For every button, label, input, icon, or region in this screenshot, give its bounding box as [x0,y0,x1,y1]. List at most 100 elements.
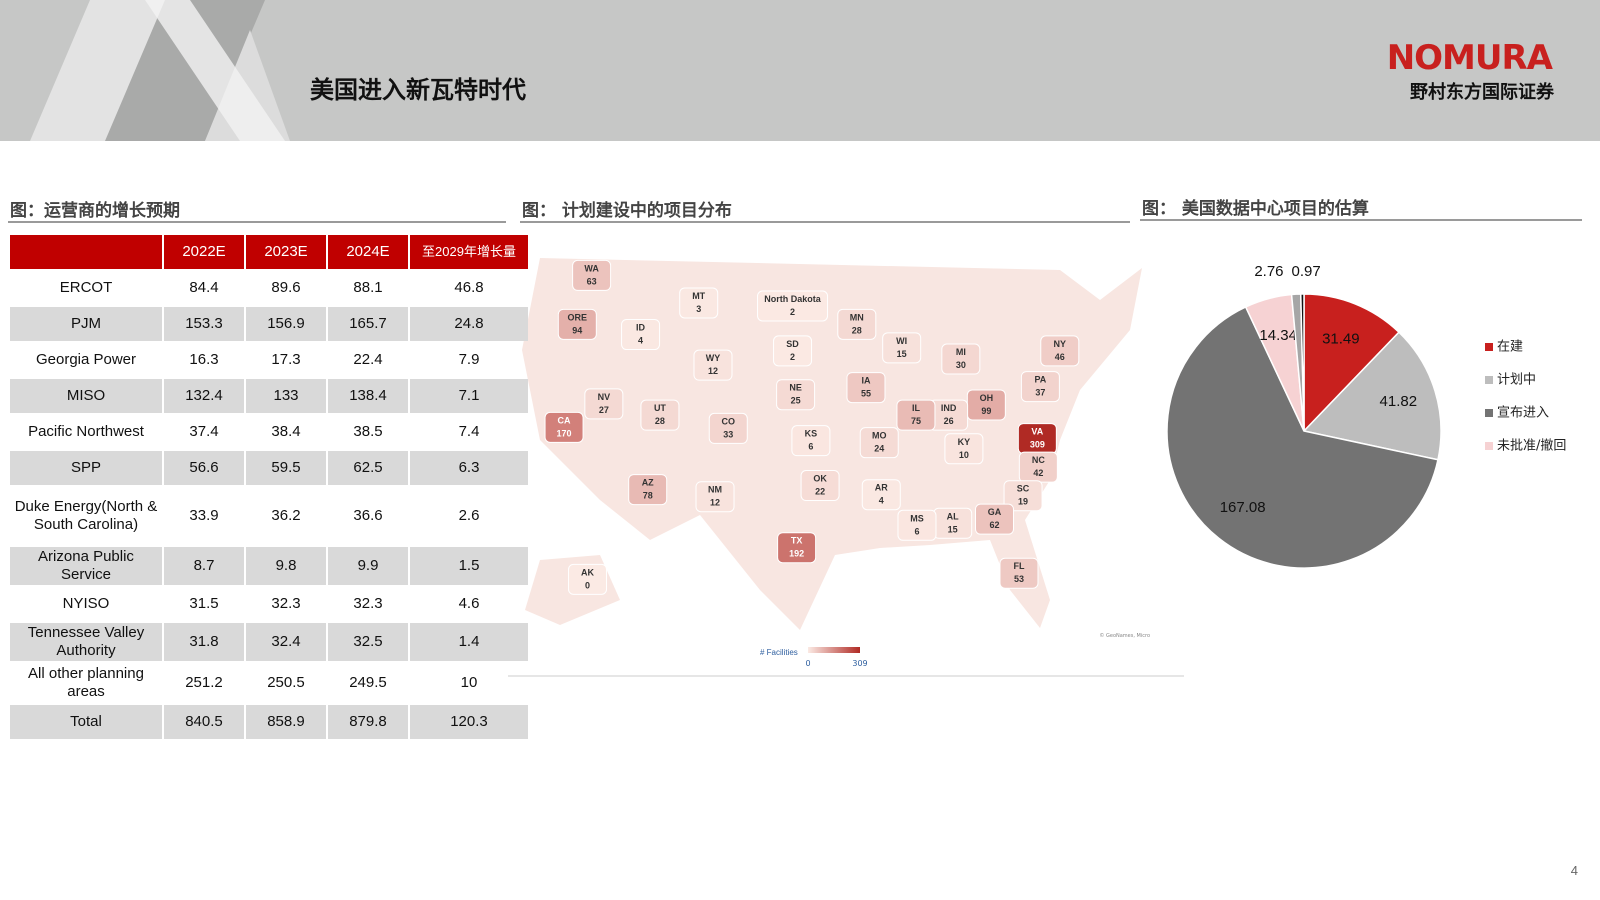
state-tile [882,332,922,364]
map: WA 63 ORE 94 ID 4 MT 3 North Dakota 2 MN 28 WI 15 MI 30… [544,259,1150,668]
state-value: 2 [790,352,795,362]
state-tile [776,379,816,411]
cell-value: 38.4 [271,423,301,440]
decor [145,0,285,141]
header-cell: 2024E [328,235,408,269]
state-value: 33 [723,429,733,439]
table-row: Duke Energy(North & South Carolina) 33.9 3… [10,487,528,545]
cell-value: 10 [460,674,478,691]
decor [105,0,265,141]
state-value: 37 [1035,388,1045,398]
cell-value: 88.1 [353,279,383,296]
state-tile [1020,371,1060,403]
table-row: MISO 132.4 133 138.4 7.1 [10,379,528,413]
legend-min: 0 [805,659,810,668]
state-tile [859,427,899,459]
state-label: AZ [642,478,654,488]
state-value: 22 [815,487,825,497]
table-row: Tennessee Valley Authority 31.8 32.4 32.5 1.… [10,623,528,661]
row-label: Pacific Northwest [28,423,144,440]
header-cell: 2023E [246,235,326,269]
state-value: 30 [956,360,966,370]
state-tile [1003,480,1043,512]
state-label: NV [598,392,611,402]
cell-value: 56.6 [164,451,244,485]
section-title: 图： 计划建设中的项目分布 [522,201,732,221]
data-table: 2022E 2023E 2024E 至2029年增长量 ERCOT 84.4 89.6 88.… [8,233,530,741]
header-cell [10,235,162,269]
pie-slice [1303,293,1400,433]
state-tile [640,399,680,431]
state-value: 27 [599,405,609,415]
state-label: AR [875,483,888,493]
state-tile [999,557,1039,589]
state-label: North Dakota [764,294,821,304]
state-value: 42 [1033,468,1043,478]
state-tile [757,290,829,322]
state-value: 0 [585,580,590,590]
state-label: CO [722,416,736,426]
value-label: 14.34 [1259,327,1297,344]
state-tile [557,308,597,340]
cell-value: 858.9 [246,705,326,739]
state-tile [897,509,937,541]
cell-value: 120.3 [410,705,528,739]
row-label: SPP [10,451,162,485]
cell-value: 165.7 [328,307,408,341]
state-label: IND [941,403,957,413]
legend-max: 309 [852,659,867,668]
state-tile [628,474,668,506]
state-value: 10 [959,450,969,460]
state-tile [861,479,901,511]
value-label: 2.76 [1254,263,1283,280]
state-label: MO [872,431,887,441]
row-label: Georgia Power [35,351,137,368]
state-tile [572,259,612,291]
cell-value: 250.5 [267,674,305,691]
state-value: 53 [1014,574,1024,584]
cell-value: 156.9 [246,307,326,341]
state-value: 24 [874,444,884,454]
cell-value: 59.5 [246,451,326,485]
cell-value: 2.6 [458,507,480,524]
cell-value: 31.5 [189,595,219,612]
state-label: MS [910,513,924,523]
cell-value: 9.9 [328,547,408,585]
cell-value: 840.5 [164,705,244,739]
state-label: WA [584,263,599,273]
state-tile [975,503,1014,535]
state-value: 99 [981,406,991,416]
state-label: IA [861,376,871,386]
state-tile [708,412,748,444]
cell-value: 36.6 [353,507,383,524]
credit: © GeoNames, Micro [1099,632,1150,639]
cell-value: 138.4 [328,379,408,413]
state-value: 12 [710,498,720,508]
state-value: 19 [1018,497,1028,507]
state-label: OH [980,393,994,403]
state-label: MT [692,291,705,301]
state-label: OK [813,474,827,484]
pie-chart: 31.49 41.82 167.08 14.34 2.76 0.97 在建计划中宣布进入未批… [1166,263,1566,569]
state-value: 75 [911,416,921,426]
header-cell: 2022E [164,235,244,269]
state-value: 192 [789,549,804,559]
state-value: 309 [1030,440,1045,450]
state-value: 28 [655,416,665,426]
state-tile [846,372,886,404]
company-name: 野村东方国际证券 [1410,82,1554,103]
state-label: KY [958,437,971,447]
table-row: ERCOT 84.4 89.6 88.1 46.8 [10,271,528,305]
row-label: ERCOT [59,279,113,296]
state-tile [837,308,877,340]
cell-value: 32.4 [246,623,326,661]
state-tile [679,287,719,319]
table-row: PJM 153.3 156.9 165.7 24.8 [10,307,528,341]
cell-value: 6.3 [410,451,528,485]
legend-label: 未批准/撤回 [1497,438,1566,454]
legend-title: # Facilities [760,648,798,657]
cell-value: 36.2 [271,507,301,524]
state-label: NY [1054,339,1067,349]
state-label: VA [1031,427,1043,437]
